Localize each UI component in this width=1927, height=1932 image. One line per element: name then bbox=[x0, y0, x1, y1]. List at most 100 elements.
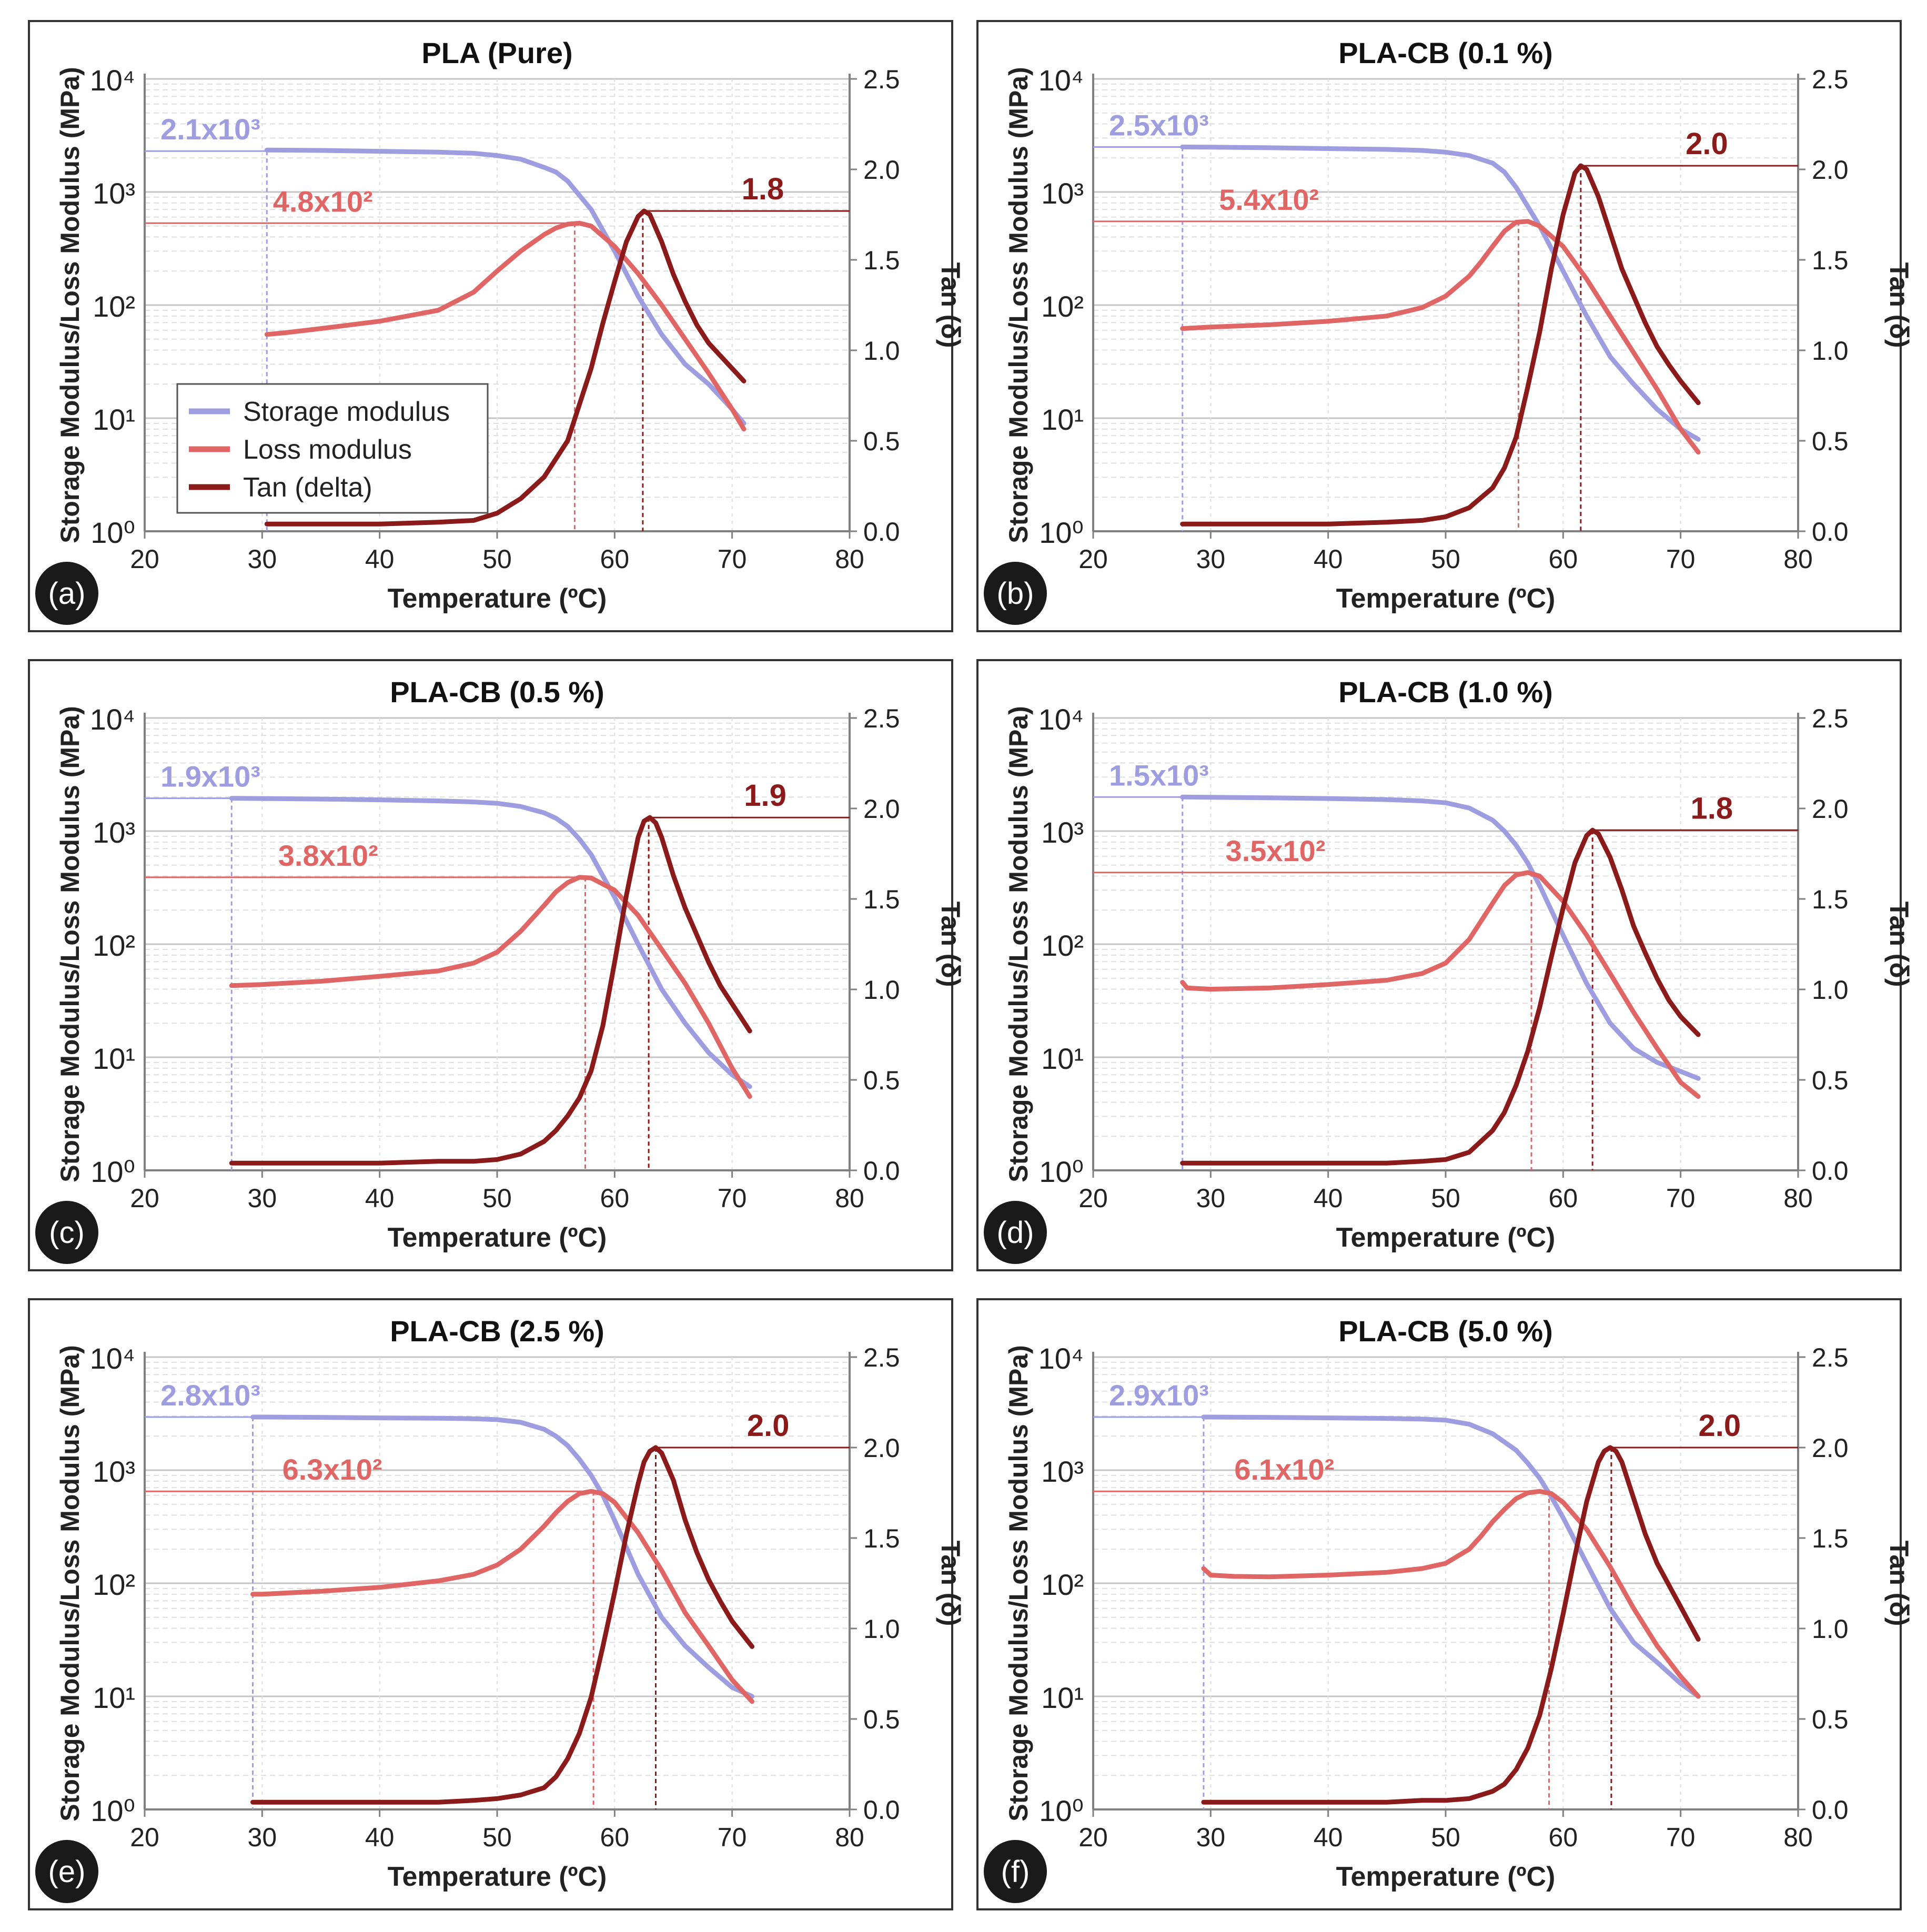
x-tick-label: 50 bbox=[1431, 1184, 1460, 1213]
y-tick-label: 10² bbox=[1041, 290, 1084, 323]
y2-tick-label: 0.0 bbox=[1812, 1156, 1849, 1186]
x-axis-title: Temperature (ºC) bbox=[1336, 1862, 1556, 1892]
panel-frame bbox=[28, 20, 953, 632]
storage-modulus-line bbox=[1180, 794, 1701, 1081]
grid bbox=[144, 717, 850, 1171]
chart-title: PLA (Pure) bbox=[421, 36, 572, 69]
x-axis-title: Temperature (ºC) bbox=[1336, 1222, 1556, 1253]
x-tick-label: 50 bbox=[482, 544, 512, 574]
x-tick-label: 70 bbox=[718, 1823, 747, 1852]
x-tick-label: 80 bbox=[835, 1823, 864, 1852]
loss-annotation: 3.8x10² bbox=[278, 839, 378, 872]
panel-frame bbox=[28, 659, 953, 1271]
chart-panel: 20 30 40 50 60 70 80 10⁰ 10¹ 10² 10³ 10⁴ 0.0 0.5 1.0 1.… bbox=[28, 1298, 965, 1910]
y-tick-label: 10⁴ bbox=[90, 1342, 135, 1375]
panel-badge bbox=[35, 562, 98, 625]
y-tick-label: 10⁰ bbox=[1039, 1794, 1084, 1827]
y2-tick-label: 2.0 bbox=[863, 794, 900, 824]
grid bbox=[144, 1356, 850, 1810]
reference-lines bbox=[1093, 146, 1798, 531]
x-tick-label: 70 bbox=[1666, 544, 1696, 574]
y2-tick-label: 2.5 bbox=[863, 1343, 900, 1372]
storage-annotation: 2.5x10³ bbox=[1109, 108, 1209, 141]
storage-modulus-line bbox=[250, 1414, 755, 1699]
y-axis-title: Storage Modulus/Loss Modulus (MPa) bbox=[55, 706, 85, 1182]
chart-title: PLA-CB (0.1 %) bbox=[1338, 36, 1553, 69]
y-axis-title: Storage Modulus/Loss Modulus (MPa) bbox=[1004, 706, 1033, 1182]
y2-tick-label: 0.5 bbox=[863, 1705, 900, 1734]
tan-delta-line bbox=[1180, 163, 1701, 527]
x-tick-label: 40 bbox=[1314, 1184, 1343, 1213]
y2-tick-label: 1.5 bbox=[1812, 246, 1849, 275]
y-axis-title: Storage Modulus/Loss Modulus (MPa) bbox=[1004, 67, 1033, 543]
chart-title: PLA-CB (5.0 %) bbox=[1338, 1314, 1553, 1348]
y2-tick-label: 0.0 bbox=[1812, 1795, 1849, 1825]
y2-tick-label: 1.5 bbox=[863, 885, 900, 914]
panel-label: (c) bbox=[49, 1216, 85, 1250]
x-axis-title: Temperature (ºC) bbox=[388, 1862, 607, 1892]
tan-annotation: 2.0 bbox=[1686, 127, 1728, 161]
x-tick-label: 20 bbox=[1078, 1823, 1108, 1852]
x-tick-label: 50 bbox=[482, 1823, 512, 1852]
y2-tick-label: 0.5 bbox=[1812, 427, 1849, 456]
x-tick-label: 80 bbox=[1783, 1184, 1813, 1213]
y2-tick-label: 2.5 bbox=[863, 65, 900, 94]
y2-tick-label: 0.0 bbox=[863, 1795, 900, 1825]
loss-modulus-line bbox=[1180, 219, 1701, 455]
storage-annotation: 2.1x10³ bbox=[160, 113, 260, 146]
panel-label: (b) bbox=[997, 576, 1034, 611]
y-tick-label: 10³ bbox=[93, 177, 135, 210]
y2-tick-label: 0.5 bbox=[1812, 1066, 1849, 1095]
y2-tick-label: 1.5 bbox=[1812, 1524, 1849, 1553]
x-tick-label: 30 bbox=[248, 544, 277, 574]
x-tick-label: 30 bbox=[248, 1823, 277, 1852]
x-tick-label: 40 bbox=[365, 544, 395, 574]
y2-axis-title: Tan (δ) bbox=[936, 1541, 965, 1626]
x-tick-label: 80 bbox=[1783, 1823, 1813, 1852]
y-tick-label: 10³ bbox=[1041, 816, 1084, 849]
panel-label: (a) bbox=[48, 576, 86, 611]
tan-delta-line bbox=[250, 1445, 755, 1805]
y-axis-title: Storage Modulus/Loss Modulus (MPa) bbox=[55, 67, 85, 543]
tan-annotation: 2.0 bbox=[1699, 1409, 1741, 1443]
legend: Storage modulus Loss modulus Tan (delta) bbox=[176, 383, 489, 514]
y2-tick-label: 0.5 bbox=[1812, 1705, 1849, 1734]
x-tick-label: 50 bbox=[1431, 544, 1460, 574]
x-tick-label: 40 bbox=[365, 1823, 395, 1852]
x-axis-title: Temperature (ºC) bbox=[1336, 583, 1556, 614]
loss-modulus-line bbox=[250, 1489, 755, 1704]
x-tick-label: 70 bbox=[1666, 1823, 1696, 1852]
panel-label: (e) bbox=[48, 1855, 86, 1889]
loss-annotation: 4.8x10² bbox=[273, 185, 373, 218]
y2-tick-label: 1.5 bbox=[863, 1524, 900, 1553]
panel-badge bbox=[35, 1201, 98, 1264]
y2-tick-label: 0.5 bbox=[863, 427, 900, 456]
x-tick-label: 80 bbox=[835, 544, 864, 574]
y-tick-label: 10⁰ bbox=[1039, 516, 1084, 549]
legend-label: Loss modulus bbox=[243, 434, 412, 465]
grid bbox=[1093, 1356, 1799, 1810]
y2-tick-label: 2.5 bbox=[1812, 65, 1849, 94]
y2-tick-label: 1.5 bbox=[1812, 885, 1849, 914]
tan-delta-line bbox=[264, 208, 746, 527]
y2-tick-label: 2.0 bbox=[863, 155, 900, 185]
chart-panel: 20 30 40 50 60 70 80 10⁰ 10¹ 10² 10³ 10⁴ 0.0 0.5 1.0 1.… bbox=[28, 659, 965, 1271]
y2-axis-title: Tan (δ) bbox=[936, 902, 965, 987]
x-tick-label: 70 bbox=[718, 1184, 747, 1213]
legend-label: Tan (delta) bbox=[243, 472, 372, 503]
y2-tick-label: 2.0 bbox=[1812, 1433, 1849, 1463]
x-tick-label: 30 bbox=[248, 1184, 277, 1213]
chart-panel: 20 30 40 50 60 70 80 10⁰ 10¹ 10² 10³ 10⁴ 0.0 0.5 1.0 1.… bbox=[976, 20, 1914, 632]
x-tick-label: 30 bbox=[1196, 1184, 1226, 1213]
y-tick-label: 10⁴ bbox=[1038, 1342, 1084, 1375]
loss-annotation: 6.1x10² bbox=[1234, 1453, 1334, 1486]
y2-axis-title: Tan (δ) bbox=[1884, 1541, 1914, 1626]
chart-panel: 20 30 40 50 60 70 80 10⁰ 10¹ 10² 10³ 10⁴ 0.0 0.5 1.0 1.… bbox=[976, 659, 1914, 1271]
storage-modulus-line bbox=[1201, 1414, 1701, 1699]
loss-annotation: 3.5x10² bbox=[1226, 834, 1326, 867]
panel-badge bbox=[984, 1840, 1047, 1903]
y-tick-label: 10³ bbox=[1041, 177, 1084, 210]
tan-annotation: 1.9 bbox=[744, 778, 786, 813]
x-tick-label: 20 bbox=[130, 544, 159, 574]
